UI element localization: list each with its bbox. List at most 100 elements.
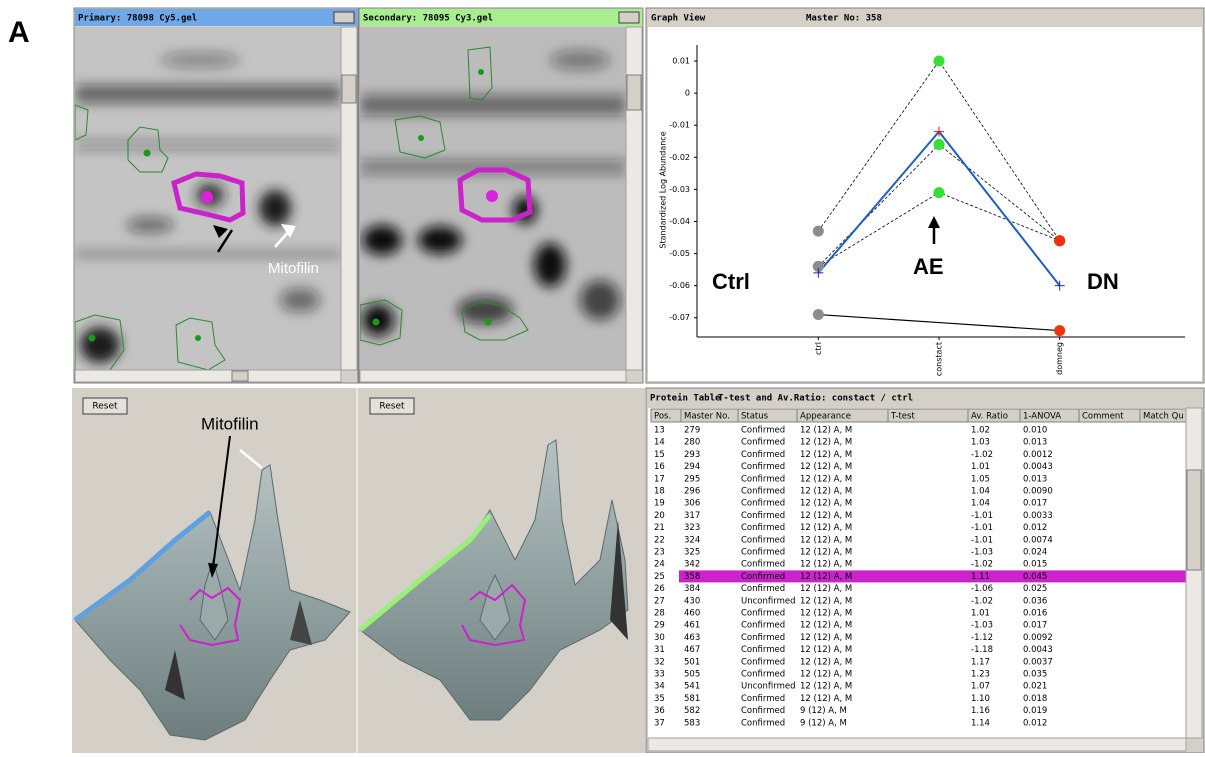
graph-title: Graph View [651,13,706,24]
column-header-label: T-test [890,412,915,422]
column-header-label: Status [741,412,769,422]
table-cell: 0.018 [1023,694,1047,704]
table-cell: 12 (12) A, M [800,596,852,606]
scroll-thumb[interactable] [1187,470,1201,570]
table-cell: 18 [654,487,665,497]
table-cell: 12 (12) A, M [800,682,852,692]
table-cell: -1.03 [971,621,993,631]
table-cell: 29 [654,621,665,631]
column-header-label: Master No. [684,412,730,422]
table-cell: 17 [654,474,665,484]
table-cell: Confirmed [741,633,785,643]
table-cell: 12 (12) A, M [800,609,852,619]
table-cell: 37 [654,718,665,728]
table-cell: 12 (12) A, M [800,487,852,497]
table-cell: 36 [654,706,665,716]
table-cell: 430 [684,596,700,606]
gel-image [75,27,341,370]
table-cell: Unconfirmed [741,596,795,606]
table-cell: 1.01 [971,462,990,472]
table-cell: 9 (12) A, M [800,718,847,728]
table-cell: 25 [654,572,665,582]
table-cell: 12 (12) A, M [800,511,852,521]
table-cell: 12 (12) A, M [800,584,852,594]
scroll-thumb[interactable] [232,371,248,381]
table-cell: 24 [654,560,665,570]
data-point [934,187,945,198]
table-cell: 581 [684,694,700,704]
table-cell: 583 [684,718,700,728]
table-cell: 1.04 [971,487,990,497]
table-cell: 582 [684,706,700,716]
table-cell: Confirmed [741,560,785,570]
table-cell: 33 [654,670,665,680]
scrollbar[interactable] [75,370,341,382]
table-cell: Confirmed [741,438,785,448]
table-cell: 342 [684,560,700,570]
table-cell: 21 [654,523,665,533]
table-cell: 0.024 [1023,548,1047,558]
table-cell: Confirmed [741,609,785,619]
table-cell: 0.0090 [1023,487,1053,497]
dropdown-button[interactable] [334,12,354,23]
table-cell: 0.0043 [1023,645,1053,655]
table-cell: 1.04 [971,499,990,509]
y-tick-label: 0 [685,89,690,98]
scroll-thumb[interactable] [342,75,356,103]
table-cell: 0.0037 [1023,657,1053,667]
table-cell: 501 [684,657,700,667]
table-cell: -1.03 [971,548,993,558]
table-cell: 12 (12) A, M [800,548,852,558]
table-cell: Confirmed [741,487,785,497]
table-cell: 294 [684,462,700,472]
y-tick-label: -0.05 [669,249,690,258]
table-cell: Confirmed [741,511,785,521]
table-cell: 463 [684,633,700,643]
table-cell: 12 (12) A, M [800,621,852,631]
table-cell: 35 [654,694,665,704]
table-cell: 20 [654,511,665,521]
table-cell: 0.012 [1023,718,1047,728]
table-cell: -1.02 [971,560,993,570]
data-point [813,226,824,237]
y-tick-label: -0.02 [669,153,690,162]
table-cell: 1.11 [971,572,990,582]
table-cell: 0.010 [1023,426,1047,436]
table-cell: 13 [654,426,665,436]
table-cell: 0.0074 [1023,535,1053,545]
table-cell: 0.021 [1023,682,1047,692]
data-point [934,139,945,150]
table-cell: 1.17 [971,657,990,667]
table-cell: Confirmed [741,584,785,594]
table-cell: 467 [684,645,700,655]
annotation: DN [1087,269,1119,294]
scrollbar[interactable] [648,738,1186,751]
y-tick-label: -0.07 [669,313,690,322]
table-cell: Confirmed [741,474,785,484]
table-cell: -1.18 [971,645,993,655]
table-cell: 12 (12) A, M [800,523,852,533]
table-cell: 296 [684,487,700,497]
table-cell: 0.017 [1023,499,1047,509]
table-cell: 1.05 [971,474,990,484]
table-cell: 12 (12) A, M [800,633,852,643]
table-cell: Confirmed [741,694,785,704]
y-tick-label: 0.01 [672,57,690,66]
reset-label: Reset [379,402,405,412]
table-cell: 12 (12) A, M [800,450,852,460]
table-cell: 324 [684,535,700,545]
scrollbar[interactable] [1186,408,1202,738]
table-cell: 461 [684,621,700,631]
table-cell: 0.035 [1023,670,1047,680]
table-cell: 22 [654,535,665,545]
scrollbar[interactable] [360,370,626,382]
page: A Primary: 78098 Cy5.gel Mitofilin [0,0,1205,753]
table-cell: 1.07 [971,682,990,692]
table-cell: 0.019 [1023,706,1047,716]
surface-annotation: Mitofilin [201,414,259,433]
dropdown-button[interactable] [619,12,639,23]
scroll-thumb[interactable] [627,75,641,110]
table-cell: 34 [654,682,665,692]
data-point [1054,235,1065,246]
table-cell: 12 (12) A, M [800,572,852,582]
